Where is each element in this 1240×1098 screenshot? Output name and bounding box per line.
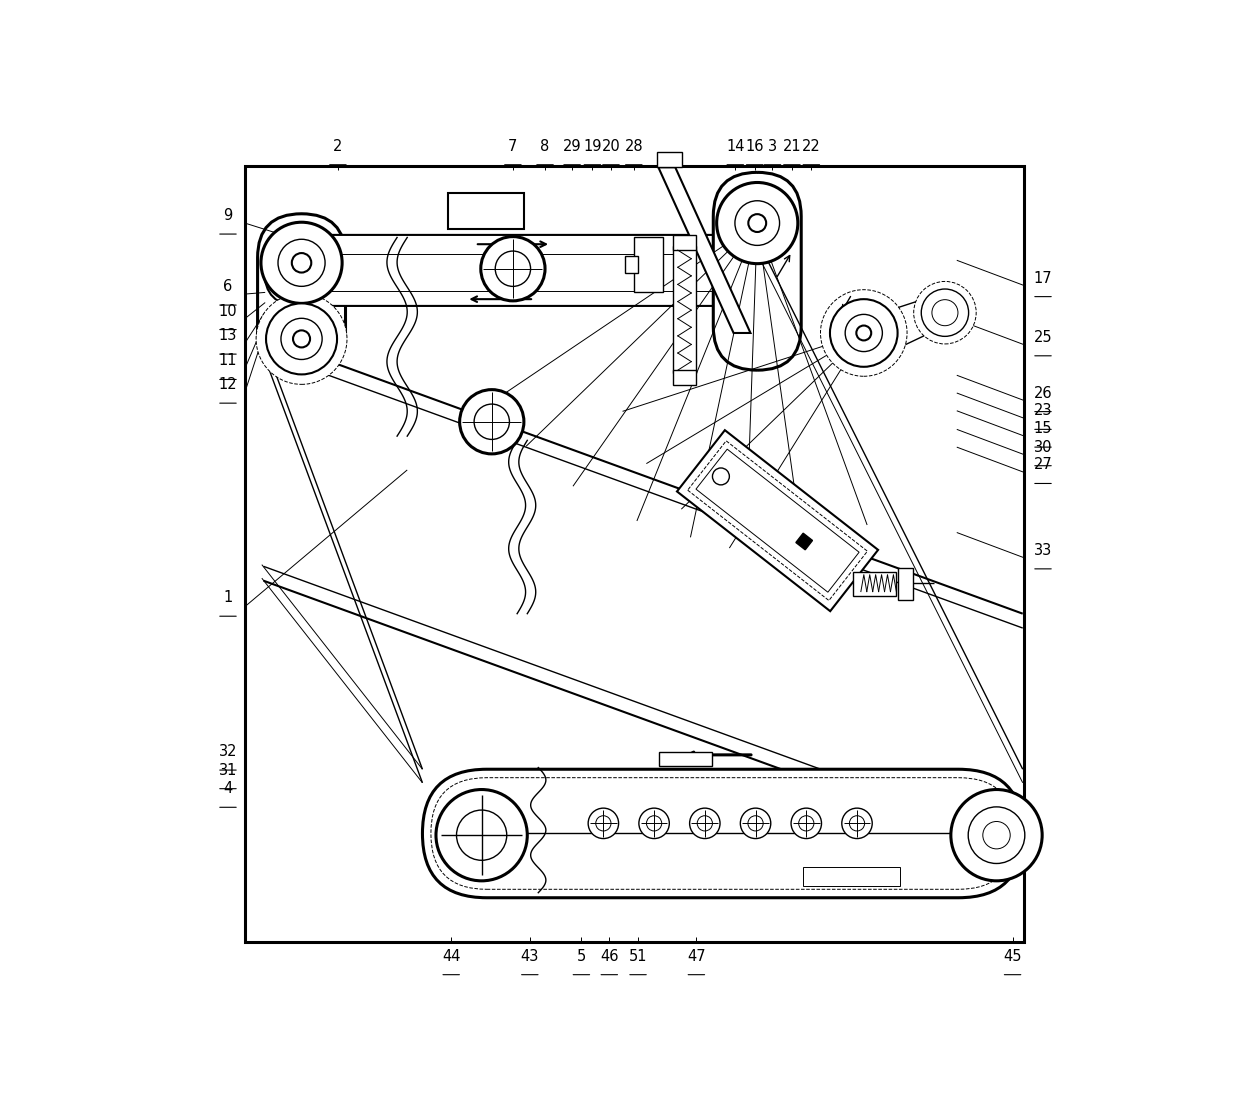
Circle shape xyxy=(260,222,342,303)
Text: 19: 19 xyxy=(583,138,601,154)
Text: 22: 22 xyxy=(802,138,821,154)
Text: 43: 43 xyxy=(521,949,539,964)
Bar xyxy=(660,752,712,766)
Text: 4: 4 xyxy=(223,782,233,796)
Text: 6: 6 xyxy=(223,279,233,294)
Circle shape xyxy=(293,330,310,347)
Bar xyxy=(657,152,682,167)
Polygon shape xyxy=(658,167,750,333)
Circle shape xyxy=(791,808,822,839)
Circle shape xyxy=(436,789,527,881)
Text: 51: 51 xyxy=(629,949,647,964)
FancyBboxPatch shape xyxy=(713,172,801,370)
FancyBboxPatch shape xyxy=(264,235,795,306)
Polygon shape xyxy=(696,449,859,592)
Circle shape xyxy=(921,289,968,336)
Text: 28: 28 xyxy=(625,138,644,154)
Text: 23: 23 xyxy=(1034,403,1053,418)
Circle shape xyxy=(717,182,797,264)
Text: 9: 9 xyxy=(223,208,233,223)
Circle shape xyxy=(846,314,883,351)
Text: 14: 14 xyxy=(725,138,744,154)
Circle shape xyxy=(849,816,864,831)
Circle shape xyxy=(821,290,908,377)
Text: 2: 2 xyxy=(334,138,342,154)
Bar xyxy=(673,370,697,385)
Text: 47: 47 xyxy=(687,949,706,964)
Circle shape xyxy=(951,789,1042,881)
Circle shape xyxy=(748,214,766,232)
Circle shape xyxy=(914,281,976,344)
Circle shape xyxy=(842,808,872,839)
Circle shape xyxy=(740,808,771,839)
Circle shape xyxy=(257,293,347,384)
Circle shape xyxy=(713,468,729,485)
Text: 25: 25 xyxy=(1034,329,1053,345)
Circle shape xyxy=(983,821,1011,849)
Circle shape xyxy=(595,816,611,831)
Text: 27: 27 xyxy=(1034,458,1053,472)
Circle shape xyxy=(460,390,523,453)
Circle shape xyxy=(735,201,780,245)
Circle shape xyxy=(474,404,510,439)
FancyBboxPatch shape xyxy=(258,214,346,378)
Circle shape xyxy=(748,816,763,831)
Circle shape xyxy=(588,808,619,839)
Circle shape xyxy=(495,251,531,287)
Bar xyxy=(634,237,663,292)
FancyBboxPatch shape xyxy=(423,770,1023,898)
Bar xyxy=(625,256,639,273)
Bar xyxy=(898,568,914,600)
Circle shape xyxy=(830,299,898,367)
Circle shape xyxy=(968,807,1024,863)
Circle shape xyxy=(456,810,507,861)
Circle shape xyxy=(278,239,325,287)
Bar xyxy=(448,193,523,229)
Text: 10: 10 xyxy=(218,304,237,318)
Text: 13: 13 xyxy=(218,328,237,343)
Bar xyxy=(673,246,697,372)
Text: 46: 46 xyxy=(600,949,619,964)
Text: 16: 16 xyxy=(745,138,764,154)
Text: 8: 8 xyxy=(541,138,549,154)
Circle shape xyxy=(689,808,720,839)
Polygon shape xyxy=(688,440,868,601)
Text: 11: 11 xyxy=(218,354,237,369)
Text: 1: 1 xyxy=(223,591,233,605)
Circle shape xyxy=(481,236,546,301)
Text: 20: 20 xyxy=(601,138,620,154)
Circle shape xyxy=(932,300,959,326)
Text: 21: 21 xyxy=(782,138,801,154)
Circle shape xyxy=(857,325,872,340)
Text: 26: 26 xyxy=(1034,385,1053,401)
Polygon shape xyxy=(677,430,878,612)
Circle shape xyxy=(799,816,813,831)
Text: 5: 5 xyxy=(577,949,587,964)
Text: 17: 17 xyxy=(1034,270,1053,285)
Circle shape xyxy=(646,816,662,831)
Text: 45: 45 xyxy=(1003,949,1022,964)
Text: 30: 30 xyxy=(1034,439,1053,455)
Circle shape xyxy=(281,318,322,359)
Circle shape xyxy=(697,816,713,831)
Text: 33: 33 xyxy=(1034,542,1052,558)
Text: 31: 31 xyxy=(218,763,237,777)
Text: 12: 12 xyxy=(218,377,237,392)
Text: 44: 44 xyxy=(441,949,460,964)
Text: 29: 29 xyxy=(563,138,582,154)
Text: 32: 32 xyxy=(218,744,237,759)
Text: 3: 3 xyxy=(768,138,777,154)
Circle shape xyxy=(267,303,337,374)
Bar xyxy=(804,867,900,886)
Text: 7: 7 xyxy=(508,138,517,154)
Circle shape xyxy=(639,808,670,839)
Bar xyxy=(853,572,895,596)
Circle shape xyxy=(291,253,311,272)
Bar xyxy=(673,235,697,250)
Polygon shape xyxy=(796,534,812,550)
Text: 15: 15 xyxy=(1034,422,1053,436)
